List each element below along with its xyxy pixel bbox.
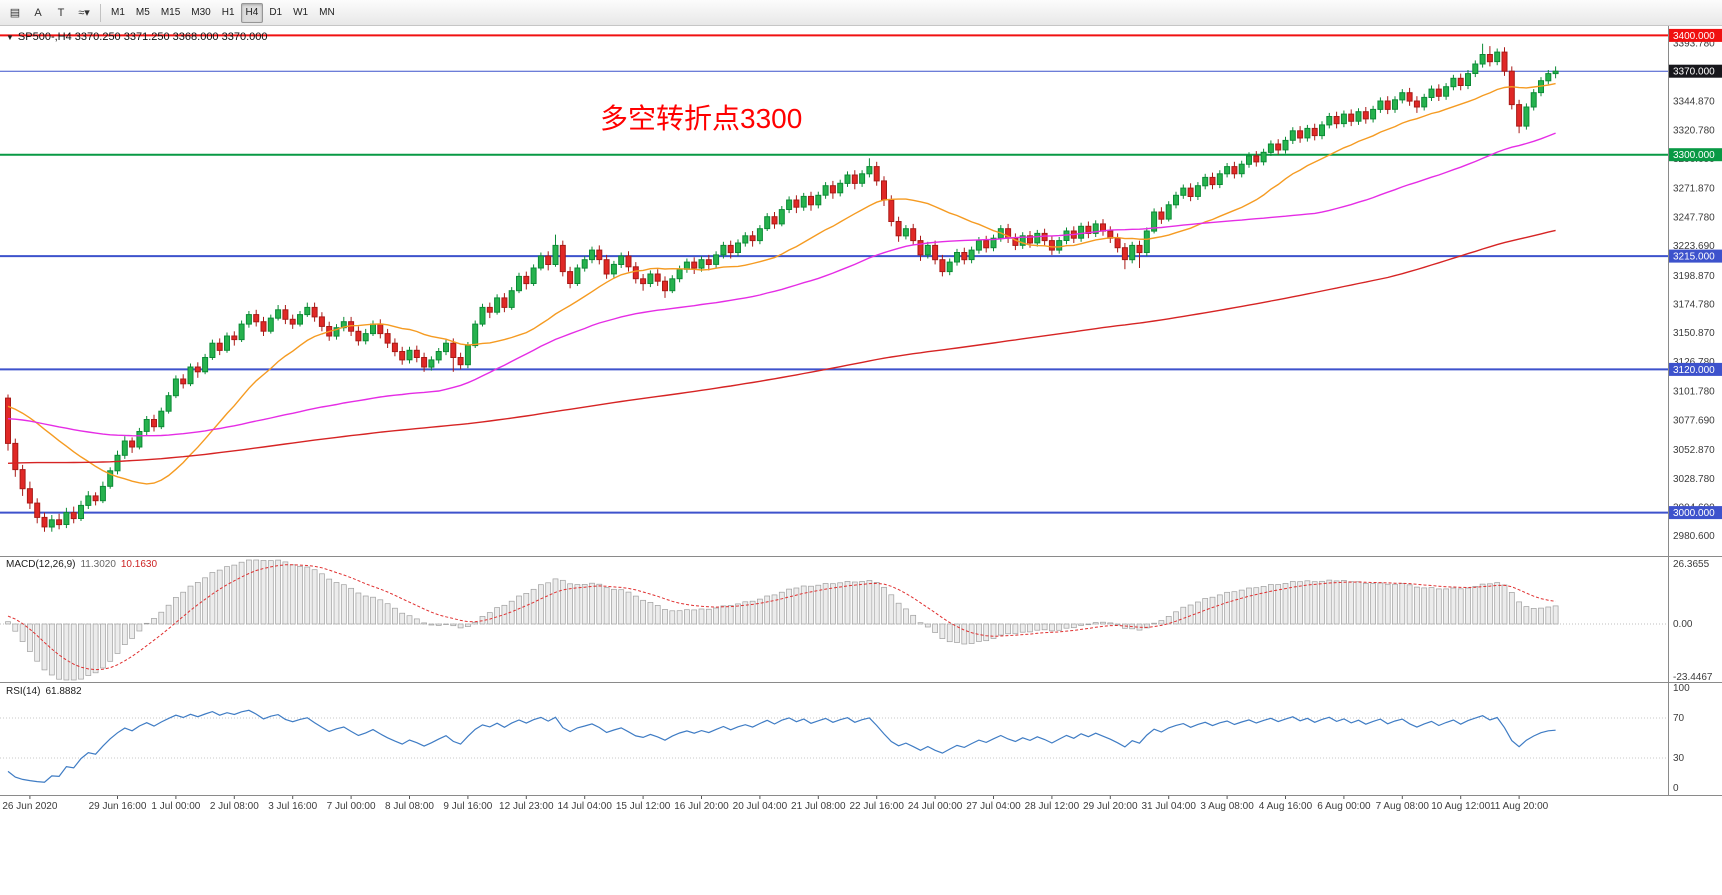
svg-text:3215.000: 3215.000 bbox=[1673, 252, 1715, 263]
time-axis-label: 28 Jul 12:00 bbox=[1025, 801, 1080, 812]
time-axis-label: 21 Jul 08:00 bbox=[791, 801, 846, 812]
price-axis-separator bbox=[1668, 26, 1669, 795]
time-axis-label: 2 Jul 08:00 bbox=[210, 801, 259, 812]
price-axis-label: 3150.870 bbox=[1673, 328, 1715, 339]
price-axis-label: 3247.780 bbox=[1673, 213, 1715, 224]
time-axis-label: 22 Jul 16:00 bbox=[849, 801, 904, 812]
svg-text:3300.000: 3300.000 bbox=[1673, 150, 1715, 161]
ohlc-label: 3370.250 3371.250 3368.000 3370.000 bbox=[74, 31, 268, 43]
timeframe-button-h1[interactable]: H1 bbox=[221, 7, 235, 18]
price-axis-label: 3101.780 bbox=[1673, 387, 1715, 398]
cursor-mode-button[interactable]: A bbox=[34, 6, 42, 19]
text-tool-button[interactable]: T bbox=[57, 6, 65, 19]
rsi-scale-label: 100 bbox=[1673, 683, 1690, 694]
price-axis-label: 3271.870 bbox=[1673, 184, 1715, 195]
symbol-label: SP500-,H4 bbox=[17, 31, 72, 43]
time-axis-label: 8 Jul 08:00 bbox=[385, 801, 434, 812]
panel-splitter-macd[interactable] bbox=[0, 556, 1722, 557]
timeframe-button-m15[interactable]: M15 bbox=[160, 7, 181, 18]
toolbar-icon-group: ▤ A T ≈▾ bbox=[4, 3, 95, 23]
price-axis-label: 3126.780 bbox=[1673, 357, 1715, 368]
time-axis-label: 3 Aug 08:00 bbox=[1200, 801, 1254, 812]
timeframe-button-w1[interactable]: W1 bbox=[293, 7, 309, 18]
hlines-layer bbox=[0, 34, 1668, 514]
timeframe-group: M1 M5 M15 M30 H1 H4 D1 W1 MN bbox=[106, 2, 340, 23]
time-axis-label: 20 Jul 04:00 bbox=[733, 801, 788, 812]
macd-params: MACD(12,26,9) bbox=[6, 559, 76, 570]
time-axis-label: 31 Jul 04:00 bbox=[1141, 801, 1196, 812]
ma-layer bbox=[7, 82, 1556, 485]
svg-text:3120.000: 3120.000 bbox=[1673, 365, 1715, 376]
price-axis-label: 3223.690 bbox=[1673, 241, 1715, 252]
price-tag bbox=[1669, 249, 1722, 263]
time-axis-label: 29 Jun 16:00 bbox=[89, 801, 147, 812]
rsi-scale-label: 30 bbox=[1673, 753, 1685, 764]
price-axis-label: 3174.780 bbox=[1673, 300, 1715, 311]
price-axis-label: 3028.780 bbox=[1673, 474, 1715, 485]
rsi-scale-label: 70 bbox=[1673, 713, 1685, 724]
timeframe-button-h4[interactable]: H4 bbox=[240, 2, 264, 23]
macd-main-value: 11.3020 bbox=[80, 559, 116, 570]
time-axis-label: 24 Jul 00:00 bbox=[908, 801, 963, 812]
timeframe-button-mn[interactable]: MN bbox=[319, 7, 335, 18]
time-axis-label: 26 Jun 2020 bbox=[2, 801, 57, 812]
price-axis-label: 3052.870 bbox=[1673, 445, 1715, 456]
price-axis-label: 3077.690 bbox=[1673, 415, 1715, 426]
price-tag bbox=[1669, 64, 1722, 78]
top-toolbar: ▤ A T ≈▾ M1 M5 M15 M30 H1 H4 D1 W1 MN bbox=[0, 0, 1722, 26]
time-axis-label: 15 Jul 12:00 bbox=[616, 801, 671, 812]
rsi-scale-label: 0 bbox=[1673, 783, 1679, 794]
chart-annotation-text[interactable]: 多空转折点3300 bbox=[600, 103, 803, 134]
chart-header: ▼ SP500-,H4 3370.250 3371.250 3368.000 33… bbox=[6, 31, 268, 43]
macd-scale-label: -23.4467 bbox=[1673, 672, 1713, 683]
candles-layer bbox=[5, 43, 1559, 532]
time-axis-label: 27 Jul 04:00 bbox=[966, 801, 1021, 812]
time-axis-label: 29 Jul 20:00 bbox=[1083, 801, 1138, 812]
price-axis-label: 3198.870 bbox=[1673, 271, 1715, 282]
timeframe-button-m30[interactable]: M30 bbox=[191, 7, 211, 18]
svg-text:3400.000: 3400.000 bbox=[1673, 31, 1715, 42]
price-tag bbox=[1669, 506, 1722, 520]
rsi-label: RSI(14) 61.8882 bbox=[6, 686, 82, 697]
time-axis-label: 1 Jul 00:00 bbox=[151, 801, 200, 812]
price-axis-label: 2980.600 bbox=[1673, 531, 1715, 542]
price-tag bbox=[1669, 148, 1722, 162]
time-axis-label: 6 Aug 00:00 bbox=[1317, 801, 1371, 812]
time-axis-label: 10 Aug 12:00 bbox=[1431, 801, 1490, 812]
time-axis-separator bbox=[0, 795, 1722, 796]
time-axis-label: 16 Jul 20:00 bbox=[674, 801, 729, 812]
macd-scale-label: 26.3655 bbox=[1673, 559, 1710, 570]
macd-label: MACD(12,26,9) 11.3020 10.1630 bbox=[6, 559, 157, 570]
time-axis-label: 3 Jul 16:00 bbox=[268, 801, 317, 812]
rsi-params: RSI(14) bbox=[6, 686, 41, 697]
svg-text:3000.000: 3000.000 bbox=[1673, 508, 1715, 519]
toolbar-separator bbox=[100, 3, 101, 22]
timeframe-button-d1[interactable]: D1 bbox=[269, 7, 283, 18]
price-axis-label: 3320.780 bbox=[1673, 125, 1715, 136]
rsi-value: 61.8882 bbox=[45, 686, 82, 697]
chart-settings-button[interactable]: ▤ bbox=[9, 7, 21, 19]
axis-layer: 3393.7803369.6903344.8703320.7803296.690… bbox=[2, 28, 1722, 812]
line-studies-button[interactable]: ≈▾ bbox=[78, 7, 90, 19]
time-axis-label: 7 Aug 08:00 bbox=[1376, 801, 1430, 812]
price-tag bbox=[1669, 28, 1722, 42]
collapse-arrow-icon[interactable]: ▼ bbox=[6, 33, 14, 42]
time-axis-label: 11 Aug 20:00 bbox=[1490, 801, 1549, 812]
time-axis-label: 12 Jul 23:00 bbox=[499, 801, 554, 812]
timeframe-button-m5[interactable]: M5 bbox=[135, 7, 150, 18]
timeframe-button-m1[interactable]: M1 bbox=[111, 7, 125, 18]
macd-scale-label: 0.00 bbox=[1673, 619, 1693, 630]
panel-splitter-rsi[interactable] bbox=[0, 682, 1722, 683]
macd-signal-value: 10.1630 bbox=[120, 559, 158, 570]
price-axis-label: 3344.870 bbox=[1673, 97, 1715, 108]
time-axis-label: 14 Jul 04:00 bbox=[557, 801, 612, 812]
time-axis-label: 4 Aug 16:00 bbox=[1259, 801, 1313, 812]
price-axis-label: 3393.780 bbox=[1673, 38, 1715, 49]
time-axis-label: 9 Jul 16:00 bbox=[443, 801, 492, 812]
svg-text:3370.000: 3370.000 bbox=[1673, 67, 1715, 78]
time-axis-label: 7 Jul 00:00 bbox=[327, 801, 376, 812]
price-tag bbox=[1669, 362, 1722, 376]
